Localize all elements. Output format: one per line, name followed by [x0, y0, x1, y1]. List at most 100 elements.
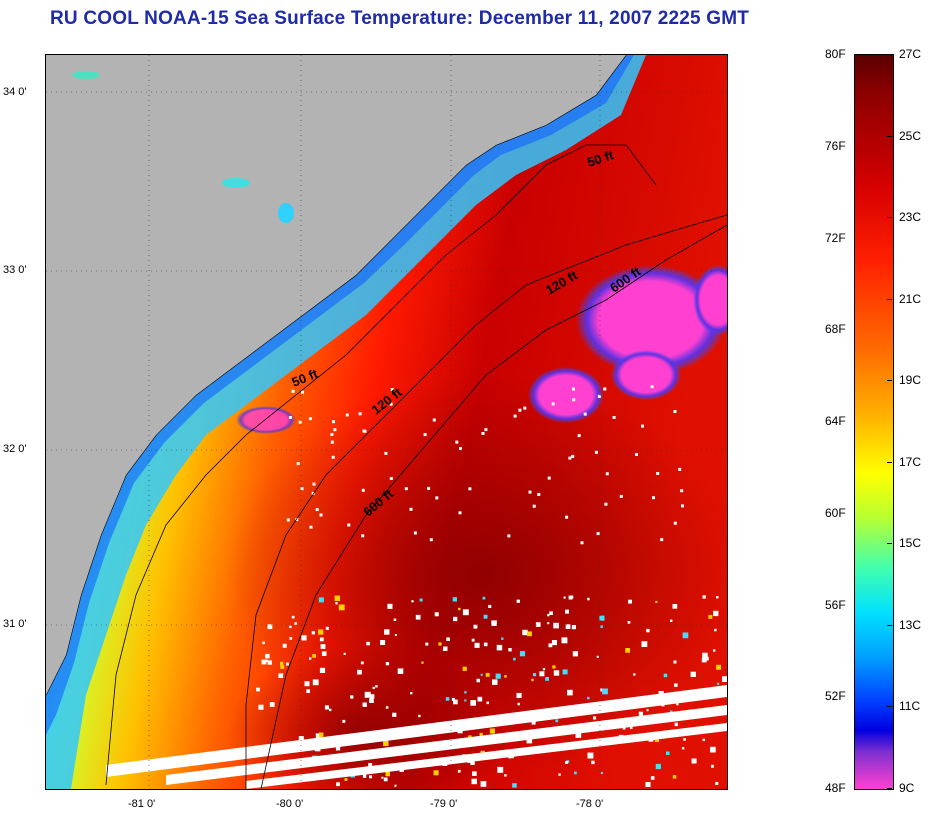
cloud-pixel [678, 467, 682, 471]
cloud-pixel [462, 666, 467, 671]
cloud-pixel [280, 661, 284, 666]
cloud-pixel [318, 597, 324, 603]
cloud-pixel [479, 732, 483, 736]
cloud-pixel [713, 649, 716, 652]
cloud-pixel [539, 671, 545, 677]
cloud-pixel [558, 773, 561, 776]
cloud-pixel [366, 641, 370, 646]
cloud-pixel [600, 772, 603, 775]
cold-patch-mid [528, 367, 604, 423]
cloud-pixel [429, 538, 433, 542]
colorbar-label-fahrenheit: 56F [825, 597, 846, 612]
cloud-pixel [342, 719, 346, 723]
sst-map: 50 ft 50 ft 120 ft 120 ft 600 ft 600 ft [45, 54, 728, 790]
cloud-pixel [547, 613, 550, 617]
cloud-pixel [482, 596, 486, 600]
cloud-pixel [655, 763, 661, 770]
cloud-pixel [308, 417, 312, 421]
cloud-pixel [600, 688, 604, 692]
graticule [46, 55, 727, 789]
cloud-pixel [288, 416, 292, 419]
colorbar-tick [887, 706, 892, 708]
cloud-pixel [385, 662, 390, 666]
cloud-pixel [332, 420, 335, 424]
cloud-pixel [462, 609, 469, 616]
figure-title: RU COOL NOAA-15 Sea Surface Temperature:… [50, 8, 750, 29]
colorbar-label-celsius: 17C [899, 454, 922, 469]
cloud-pixel [575, 732, 582, 738]
cloud-pixel [404, 487, 408, 491]
cloud-pixel [583, 412, 587, 416]
cloud-pixel [477, 696, 483, 702]
colorbar-label-celsius: 25C [899, 128, 922, 143]
cloud-pixel [384, 629, 390, 635]
cloud-pixel [459, 447, 462, 451]
cloud-pixel [599, 615, 605, 621]
cloud-pixel [334, 595, 340, 601]
cloud-pixel [319, 637, 324, 642]
cloud-pixel [676, 703, 679, 706]
lat-label-32: 32 0' [3, 443, 27, 455]
cloud-pixel [312, 482, 316, 486]
cloud-pixel [683, 738, 686, 741]
cloud-pixel [495, 673, 501, 679]
cloud-pixel [484, 428, 488, 432]
cloud-pixel [394, 784, 397, 787]
cloud-pixel [457, 769, 461, 773]
cloud-pixel [321, 651, 327, 656]
lat-label-34: 34 0' [3, 86, 27, 98]
cloud-pixel [594, 450, 598, 454]
cloud-pixel [383, 777, 388, 782]
cloud-pixel [645, 782, 651, 787]
cloud-pixel [289, 637, 293, 640]
cloud-streak-2 [166, 705, 727, 785]
cloud-pixel [593, 716, 597, 720]
cloud-pixel [298, 736, 304, 742]
cloud-pixel [335, 746, 341, 751]
colorbar-label-celsius: 11C [899, 699, 921, 714]
cloud-pixel [336, 782, 340, 787]
cloud-pixel [516, 599, 520, 603]
cloud-pixel [496, 644, 503, 651]
cloud-pixel [301, 635, 307, 641]
cloud-pixel [335, 602, 338, 605]
cloud-pixel [663, 673, 668, 678]
cloud-pixel [492, 679, 498, 685]
colorbar-tick [887, 788, 892, 789]
cloud-pixel [464, 691, 467, 694]
cloud-pixel [286, 518, 290, 522]
cloud-pixel [298, 420, 302, 424]
cloud-pixel [468, 487, 472, 491]
cloud-pixel [344, 778, 348, 781]
colorbar-label-celsius: 19C [899, 373, 922, 388]
colorbar-tick [887, 135, 892, 137]
cloud-pixel [291, 389, 295, 393]
cloud-pixel [488, 604, 492, 608]
cloud-pixel [603, 387, 607, 391]
colorbar-tick [887, 298, 892, 300]
cloud-pixel [296, 462, 300, 466]
colorbar-tick [887, 624, 892, 626]
cloud-pixel [702, 738, 705, 742]
cloud-pixel [315, 733, 322, 739]
cloud-pixel [458, 607, 461, 611]
cloud-pixel [387, 603, 393, 609]
cloud-pixel [427, 486, 431, 490]
cloud-pixel [473, 624, 478, 629]
colorbar-tick [887, 54, 892, 55]
cloud-pixel [319, 513, 323, 517]
cloud-pixel [518, 408, 522, 412]
cloud-pixel [542, 668, 546, 671]
cloud-pixel [256, 687, 260, 692]
cloud-pixel [372, 686, 375, 690]
cloud-pixel [567, 689, 573, 696]
cloud-pixel [549, 611, 553, 615]
lat-label-33: 33 0' [3, 264, 27, 276]
cloud-pixel [717, 682, 720, 685]
cloud-pixel [716, 596, 719, 599]
cloud-pixel [600, 625, 603, 628]
lon-label-81: -81 0' [128, 798, 156, 810]
cloud-pixel [587, 752, 594, 759]
cloud-pixel [646, 628, 650, 633]
cloud-pixel [711, 764, 714, 768]
